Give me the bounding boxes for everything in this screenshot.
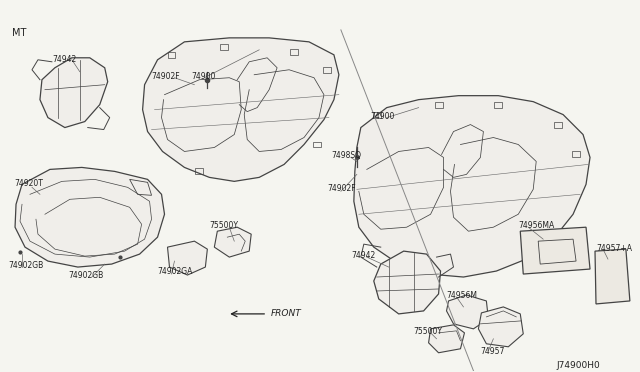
Polygon shape	[40, 58, 108, 128]
Text: 7498SQ: 7498SQ	[331, 151, 361, 160]
Text: 74956MA: 74956MA	[518, 221, 554, 230]
Text: 74902GB: 74902GB	[8, 261, 44, 270]
Text: 74902F: 74902F	[152, 72, 180, 81]
Polygon shape	[143, 38, 339, 182]
Text: 74902GA: 74902GA	[157, 267, 193, 276]
Text: 74900: 74900	[371, 112, 395, 121]
Text: 75500Y: 75500Y	[413, 327, 443, 336]
Polygon shape	[214, 227, 252, 257]
Text: 74957+A: 74957+A	[596, 244, 632, 253]
Polygon shape	[374, 251, 440, 314]
Polygon shape	[429, 325, 465, 353]
Text: 74956M: 74956M	[447, 291, 477, 300]
Polygon shape	[520, 227, 590, 274]
Polygon shape	[15, 167, 164, 267]
Text: 74942: 74942	[52, 55, 76, 64]
Text: 74900: 74900	[191, 72, 216, 81]
Text: J74900H0: J74900H0	[556, 361, 600, 370]
Polygon shape	[479, 307, 524, 347]
Text: 74920T: 74920T	[14, 179, 43, 188]
Text: 74942: 74942	[351, 251, 375, 260]
Text: 74957: 74957	[481, 347, 505, 356]
Polygon shape	[447, 295, 488, 329]
Polygon shape	[354, 96, 590, 277]
Text: 74902GB: 74902GB	[68, 271, 103, 280]
Polygon shape	[595, 249, 630, 304]
Text: 75500Y: 75500Y	[209, 221, 238, 230]
Text: 74902F: 74902F	[327, 185, 356, 193]
Text: FRONT: FRONT	[271, 309, 302, 318]
Text: MT: MT	[12, 28, 26, 38]
Polygon shape	[168, 241, 207, 275]
